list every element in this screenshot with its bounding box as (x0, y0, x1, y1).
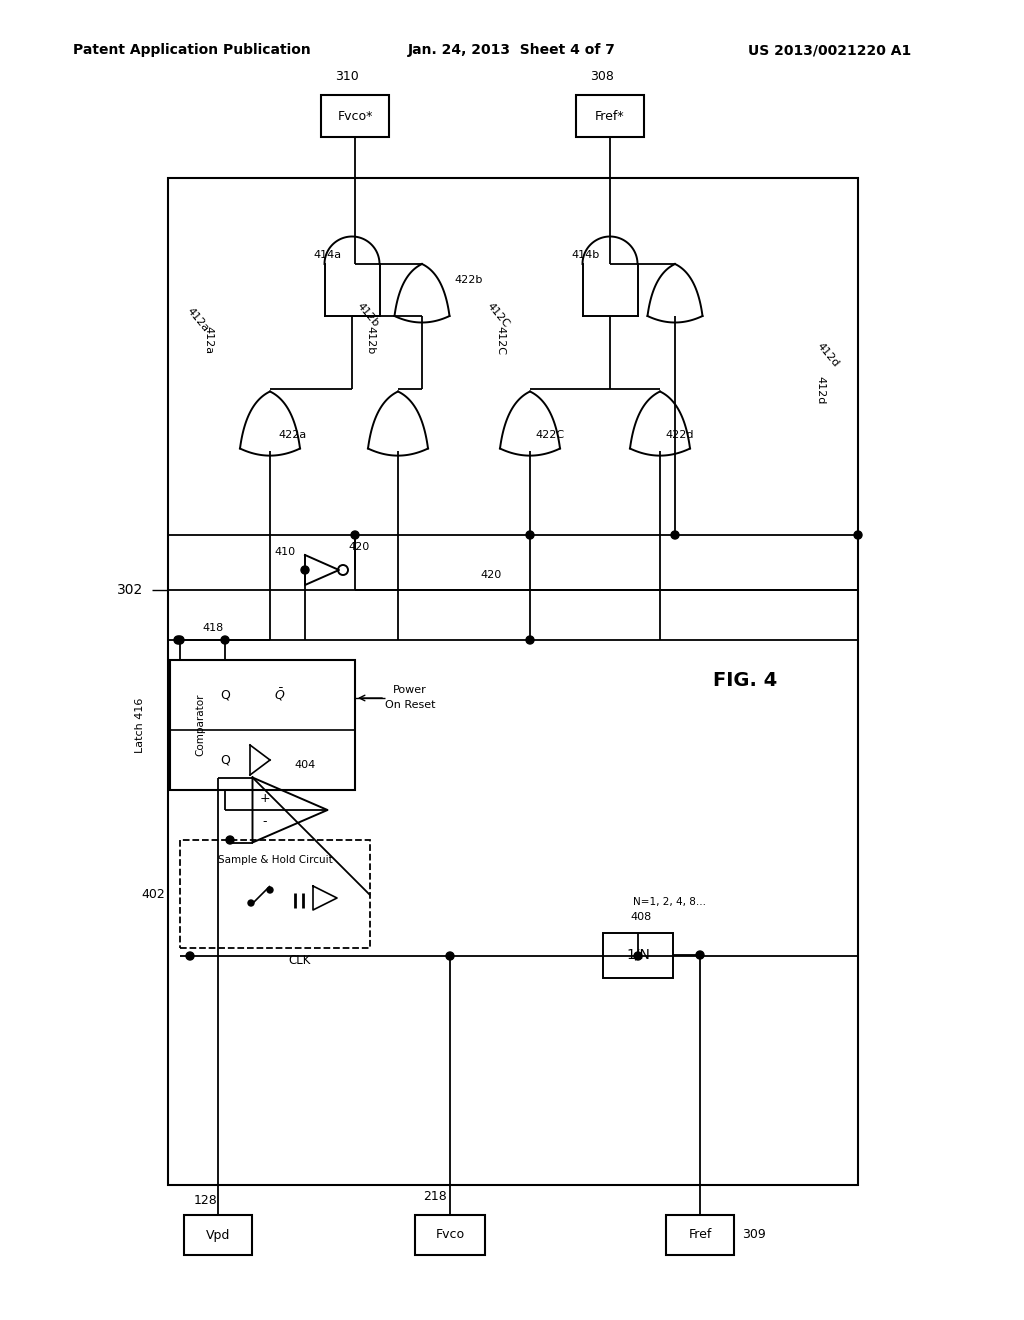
Circle shape (301, 566, 309, 574)
Circle shape (351, 531, 359, 539)
Text: 422b: 422b (454, 275, 482, 285)
Text: 412b: 412b (355, 301, 381, 329)
Text: Latch 416: Latch 416 (135, 697, 145, 752)
Text: 412a: 412a (185, 306, 211, 334)
Text: 420: 420 (348, 543, 370, 552)
Text: CLK: CLK (289, 953, 311, 966)
Text: 414a: 414a (314, 249, 342, 260)
Text: 412d: 412d (815, 341, 841, 370)
Text: Sample & Hold Circuit: Sample & Hold Circuit (218, 855, 333, 865)
Text: 410: 410 (274, 546, 296, 557)
Circle shape (176, 636, 184, 644)
Text: 412b: 412b (365, 326, 375, 354)
Text: Fref: Fref (688, 1229, 712, 1242)
Circle shape (221, 636, 229, 644)
Circle shape (696, 950, 705, 960)
Circle shape (174, 636, 182, 644)
Text: 414b: 414b (571, 249, 600, 260)
Text: 420: 420 (480, 570, 502, 579)
Bar (666, 1214, 734, 1255)
Text: Vpd: Vpd (206, 1229, 230, 1242)
Text: 412a: 412a (203, 326, 213, 354)
Text: US 2013/0021220 A1: US 2013/0021220 A1 (749, 44, 911, 57)
Text: 412C: 412C (495, 326, 505, 355)
Bar (603, 933, 673, 978)
Circle shape (446, 952, 454, 960)
Bar (180, 840, 370, 948)
Text: +: + (260, 792, 270, 804)
Bar (415, 1214, 485, 1255)
Circle shape (526, 531, 534, 539)
Text: 412d: 412d (815, 376, 825, 404)
Text: 309: 309 (742, 1229, 766, 1242)
Text: -: - (263, 816, 267, 829)
Text: 412C: 412C (484, 301, 511, 329)
Text: 402: 402 (141, 887, 165, 900)
Text: Comparator: Comparator (195, 694, 205, 756)
Bar (170, 660, 355, 789)
Text: 308: 308 (590, 70, 614, 83)
Circle shape (248, 900, 254, 906)
Text: FIG. 4: FIG. 4 (713, 671, 777, 689)
Circle shape (854, 531, 862, 539)
Text: Q: Q (220, 754, 230, 767)
Text: 404: 404 (294, 760, 315, 770)
Bar (168, 178, 858, 1185)
Circle shape (267, 887, 273, 894)
Text: Q: Q (220, 689, 230, 701)
Circle shape (226, 836, 234, 843)
Text: Patent Application Publication: Patent Application Publication (73, 44, 311, 57)
Text: 310: 310 (335, 70, 358, 83)
Circle shape (526, 636, 534, 644)
Circle shape (186, 952, 194, 960)
Text: N=1, 2, 4, 8...: N=1, 2, 4, 8... (633, 898, 706, 907)
Bar (184, 1214, 252, 1255)
Text: $\bar{Q}$: $\bar{Q}$ (274, 686, 286, 704)
Text: Power: Power (393, 685, 427, 696)
Text: 408: 408 (630, 912, 651, 921)
Circle shape (634, 952, 642, 960)
Text: 128: 128 (195, 1193, 218, 1206)
Bar (321, 95, 389, 137)
Text: Jan. 24, 2013  Sheet 4 of 7: Jan. 24, 2013 Sheet 4 of 7 (408, 44, 616, 57)
Circle shape (671, 531, 679, 539)
Text: 422a: 422a (278, 430, 306, 440)
Bar (575, 95, 644, 137)
Text: 418: 418 (202, 623, 223, 634)
Text: 422C: 422C (535, 430, 564, 440)
Text: 218: 218 (423, 1191, 446, 1204)
Text: Fref*: Fref* (595, 110, 625, 123)
Text: Fvco*: Fvco* (337, 110, 373, 123)
Text: 1/N: 1/N (626, 948, 650, 962)
Text: Fvco: Fvco (435, 1229, 465, 1242)
Text: 302: 302 (117, 583, 143, 597)
Text: 422d: 422d (665, 430, 693, 440)
Text: On Reset: On Reset (385, 700, 435, 710)
